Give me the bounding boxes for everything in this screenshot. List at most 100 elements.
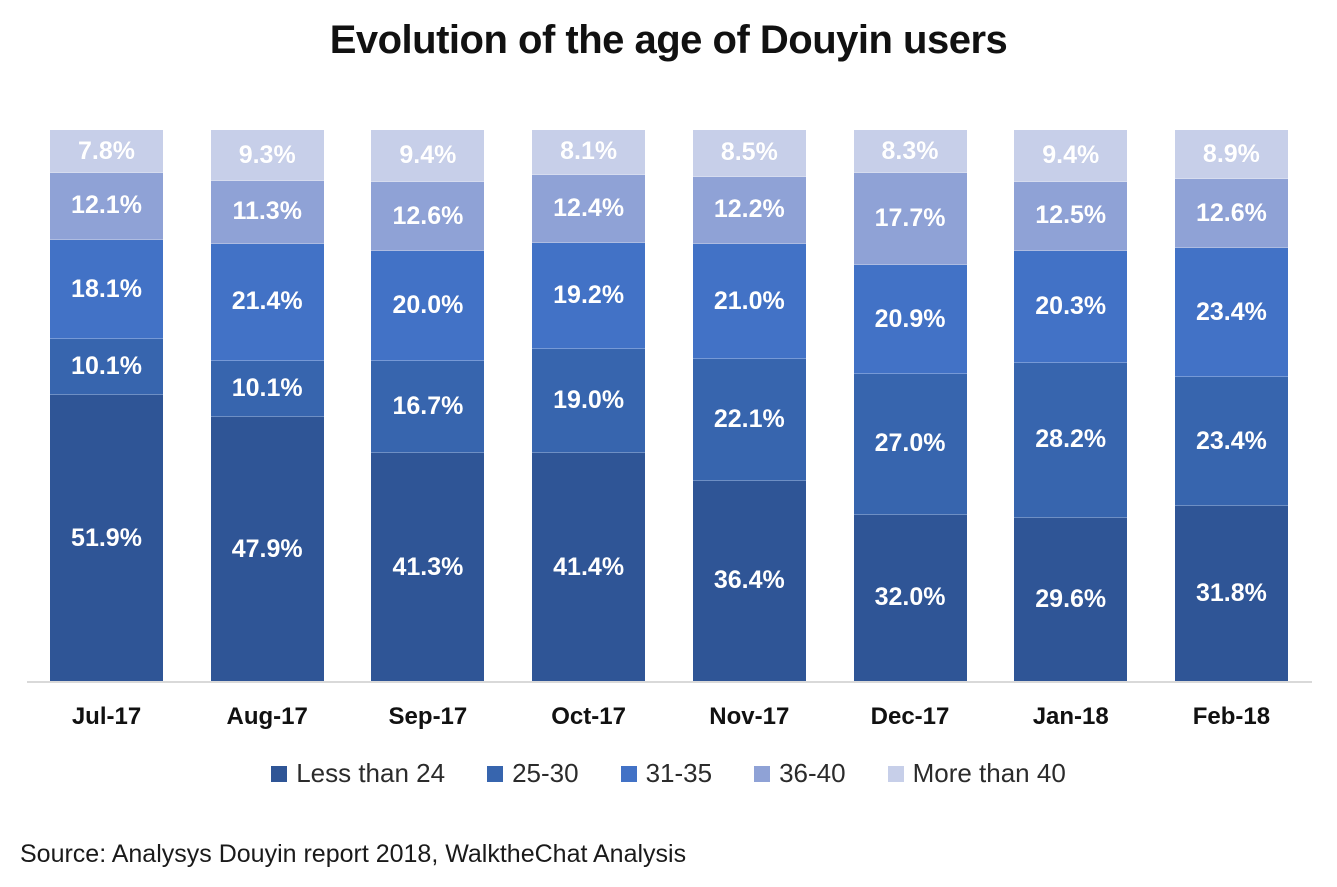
- segment-value-label: 9.4%: [399, 140, 457, 169]
- legend-item: 31-35: [620, 758, 713, 789]
- segment-value-label: 47.9%: [231, 534, 303, 563]
- bar-segment: 21.0%: [692, 243, 806, 360]
- x-axis-label: Jul-17: [71, 703, 142, 730]
- bar-segment: 8.3%: [853, 130, 967, 174]
- segment-value-label: 12.4%: [553, 193, 625, 222]
- bar-segment: 12.6%: [371, 181, 485, 252]
- bar-segment: 8.9%: [1174, 130, 1288, 180]
- legend-item: 36-40: [754, 758, 846, 789]
- segment-value-label: 10.1%: [231, 374, 303, 403]
- segment-value-label: 12.6%: [392, 201, 464, 230]
- bar-segment: 8.1%: [532, 130, 646, 175]
- segment-value-label: 12.6%: [1195, 198, 1267, 227]
- bar-column-aug-17: 47.9% 10.1% 21.4% 11.3% 9.3%: [210, 130, 324, 681]
- segment-value-label: 41.3%: [392, 552, 464, 581]
- bar-segment: 12.6%: [1174, 179, 1288, 249]
- bar-segment: 16.7%: [371, 361, 485, 454]
- segment-value-label: 10.1%: [71, 352, 142, 381]
- x-axis-label: Oct-17: [551, 703, 626, 730]
- x-axis-label: Aug-17: [226, 703, 308, 730]
- segment-value-label: 29.6%: [1035, 584, 1107, 613]
- bar-segment: 20.9%: [853, 265, 967, 375]
- legend-swatch-icon: [487, 765, 504, 782]
- x-axis: Jul-17 Aug-17 Sep-17 Oct-17 Nov-17 Dec-17 Jan-…: [50, 703, 1288, 731]
- bar-segment: 32.0%: [853, 514, 967, 681]
- chart-title: Evolution of the age of Douyin users: [329, 18, 1008, 62]
- bar-segment: 27.0%: [853, 374, 967, 515]
- source-note: Source: Analysys Douyin report 2018, Wal…: [20, 840, 687, 868]
- bar-segment: 17.7%: [853, 173, 967, 266]
- segment-value-label: 9.3%: [238, 140, 296, 169]
- segment-value-label: 32.0%: [874, 583, 946, 612]
- segment-value-label: 19.0%: [553, 385, 625, 414]
- bar-segment: 10.1%: [50, 339, 163, 396]
- bar-segment: 9.4%: [371, 130, 485, 182]
- bar-segment: 10.1%: [210, 361, 324, 418]
- segment-value-label: 41.4%: [553, 552, 625, 581]
- bar-column-oct-17: 41.4% 19.0% 19.2% 12.4% 8.1%: [532, 130, 646, 681]
- legend-label: 36-40: [779, 758, 846, 788]
- segment-value-label: 36.4%: [713, 566, 785, 595]
- bar-column-sep-17: 41.3% 16.7% 20.0% 12.6% 9.4%: [371, 130, 485, 681]
- segment-value-label: 27.0%: [874, 429, 946, 458]
- segment-value-label: 11.3%: [232, 197, 302, 226]
- bar-segment: 19.2%: [532, 242, 646, 349]
- segment-value-label: 51.9%: [71, 523, 142, 552]
- legend-label: 25-30: [512, 758, 579, 788]
- segment-value-label: 28.2%: [1035, 425, 1107, 454]
- segment-value-label: 17.7%: [874, 204, 946, 233]
- bar-segment: 29.6%: [1014, 517, 1128, 681]
- bar-column-jan-18: 29.6% 28.2% 20.3% 12.5% 9.4%: [1014, 130, 1128, 681]
- x-axis-label: Dec-17: [870, 703, 950, 730]
- segment-value-label: 21.4%: [231, 287, 303, 316]
- legend-item: Less than 24: [271, 758, 445, 789]
- legend-label: Less than 24: [296, 758, 446, 788]
- bar-column-feb-18: 31.8% 23.4% 23.4% 12.6% 8.9%: [1174, 130, 1288, 681]
- segment-value-label: 8.1%: [560, 137, 618, 166]
- legend-label: More than 40: [912, 758, 1066, 788]
- bar-segment: 22.1%: [692, 359, 806, 481]
- segment-value-label: 20.3%: [1035, 291, 1107, 320]
- bar-segment: 41.3%: [371, 453, 485, 681]
- segment-value-label: 8.9%: [1202, 139, 1260, 168]
- bar-column-dec-17: 32.0% 27.0% 20.9% 17.7% 8.3%: [853, 130, 967, 681]
- legend-swatch-icon: [887, 765, 904, 782]
- bar-segment: 51.9%: [50, 395, 163, 681]
- segment-value-label: 8.3%: [881, 136, 939, 165]
- segment-value-label: 23.4%: [1195, 426, 1267, 455]
- plot-area: 51.9% 10.1% 18.1% 12.1% 7.8% 47.9% 10.1% 21.4% 1…: [50, 130, 1288, 681]
- segment-value-label: 20.9%: [874, 304, 946, 333]
- legend-label: 31-35: [645, 758, 713, 788]
- bar-segment: 21.4%: [210, 243, 324, 362]
- segment-value-label: 20.0%: [392, 291, 464, 320]
- bar-segment: 18.1%: [50, 239, 163, 340]
- segment-value-label: 12.1%: [71, 191, 142, 220]
- segment-value-label: 9.4%: [1042, 140, 1100, 169]
- legend-swatch-icon: [271, 765, 288, 782]
- segment-value-label: 19.2%: [553, 280, 625, 309]
- segment-value-label: 7.8%: [78, 136, 135, 165]
- bar-segment: 12.5%: [1014, 181, 1128, 251]
- bar-segment: 8.5%: [692, 130, 806, 177]
- bar-segment: 47.9%: [210, 417, 324, 681]
- bar-segment: 41.4%: [532, 453, 646, 681]
- bar-segment: 28.2%: [1014, 362, 1128, 518]
- x-axis-label: Jan-18: [1032, 703, 1109, 730]
- x-axis-label: Sep-17: [388, 703, 468, 730]
- legend-swatch-icon: [620, 765, 637, 782]
- segment-value-label: 8.5%: [720, 138, 778, 167]
- legend: Less than 24 25-30 31-35 36-40 More than 40: [0, 758, 1337, 789]
- bar-segment: 11.3%: [210, 181, 324, 244]
- bar-segment: 36.4%: [692, 480, 806, 681]
- x-axis-line: [27, 681, 1312, 683]
- segment-value-label: 12.2%: [713, 195, 785, 224]
- bar-segment: 20.3%: [1014, 250, 1128, 363]
- bar-segment: 20.0%: [371, 251, 485, 362]
- segment-value-label: 18.1%: [71, 274, 142, 303]
- bar-segment: 23.4%: [1174, 248, 1288, 378]
- bar-column-nov-17: 36.4% 22.1% 21.0% 12.2% 8.5%: [692, 130, 806, 681]
- bar-segment: 23.4%: [1174, 377, 1288, 506]
- bar-segment: 19.0%: [532, 348, 646, 454]
- legend-swatch-icon: [754, 765, 771, 782]
- x-axis-label: Feb-18: [1192, 703, 1271, 730]
